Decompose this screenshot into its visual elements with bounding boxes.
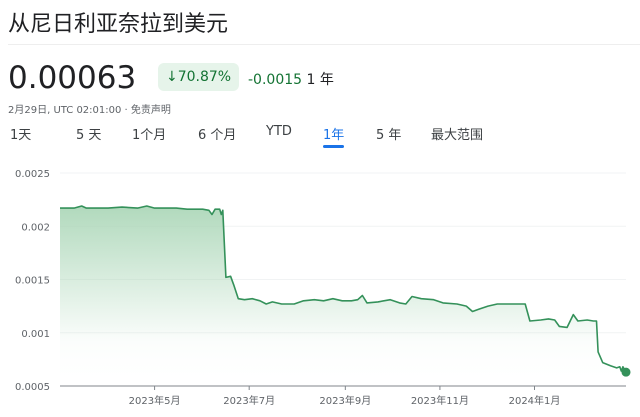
- page-title: 从尼日利亚奈拉到美元: [8, 12, 229, 37]
- x-tick-label: 2023年5月: [129, 394, 181, 407]
- tab-1d[interactable]: 1天: [10, 128, 32, 143]
- tab-6m[interactable]: 6 个月: [198, 128, 237, 143]
- change-percent-badge: ↓70.87%: [158, 63, 240, 91]
- y-tick-label: 0.0015: [15, 276, 50, 287]
- y-tick-label: 0.002: [21, 222, 50, 233]
- x-tick-label: 2023年7月: [223, 394, 275, 407]
- current-price: 0.00063: [8, 60, 137, 96]
- last-point-marker: [621, 367, 631, 377]
- tab-1m[interactable]: 1个月: [132, 128, 167, 143]
- tab-max[interactable]: 最大范围: [431, 128, 484, 143]
- divider: [8, 44, 640, 45]
- x-tick-label: 2023年9月: [319, 394, 371, 407]
- tab-ytd[interactable]: YTD: [266, 124, 292, 139]
- x-tick-label: 2023年11月: [411, 394, 469, 407]
- x-tick-label: 2024年1月: [509, 394, 561, 407]
- change-value: -0.0015: [248, 72, 303, 88]
- tab-5y[interactable]: 5 年: [376, 128, 402, 143]
- tab-5d[interactable]: 5 天: [76, 128, 102, 143]
- tab-1y[interactable]: 1年: [323, 124, 345, 148]
- change-absolute: -0.0015 1 年: [248, 69, 334, 89]
- timestamp-disclaimer[interactable]: 2月29日, UTC 02:01:00 · 免责声明: [8, 105, 171, 116]
- price-chart[interactable]: 0.0025 0.002 0.0015 0.001 0.0005 2023年5月 2023年…: [0, 160, 640, 417]
- change-period: 1 年: [306, 72, 334, 88]
- y-tick-label: 0.001: [21, 329, 50, 340]
- y-tick-label: 0.0005: [15, 382, 50, 393]
- area-fill: [60, 206, 626, 386]
- y-tick-label: 0.0025: [15, 169, 50, 180]
- price-line: [60, 205, 627, 373]
